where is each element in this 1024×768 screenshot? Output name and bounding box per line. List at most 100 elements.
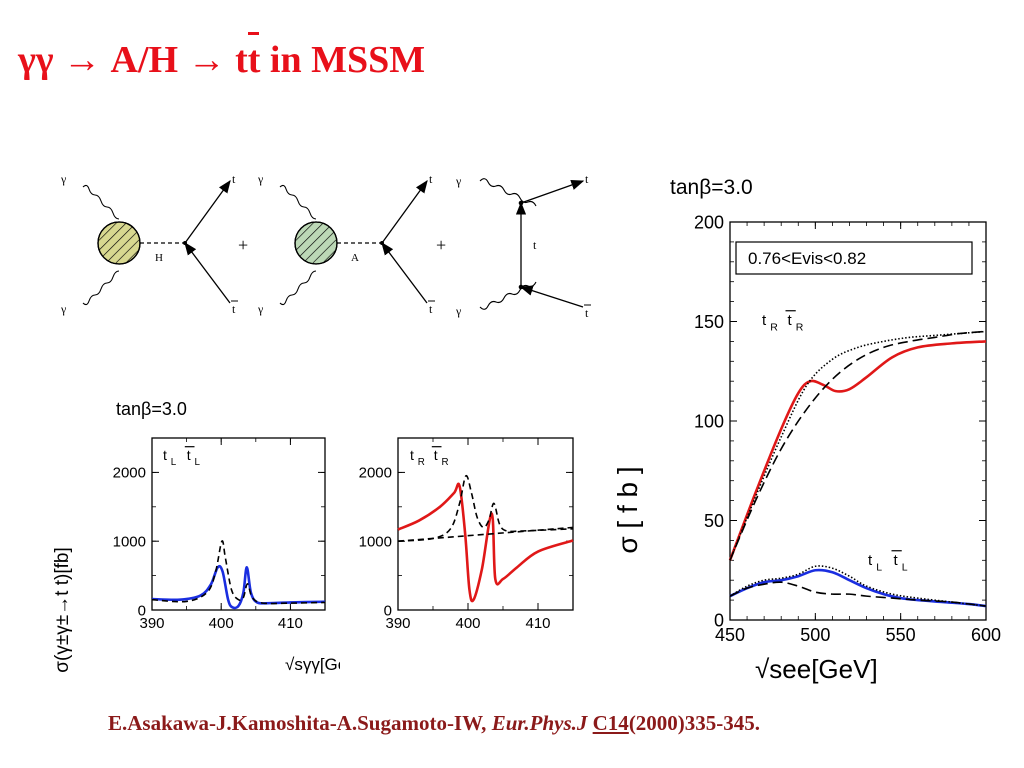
diagram-a-exchange: γ γ A t t	[257, 172, 435, 316]
feynman-diagrams: γ γ H t t + γ γ A t t + γ γ t t t	[60, 172, 591, 320]
series-label-l-bar: t	[894, 552, 899, 569]
higgs-label: A	[351, 252, 359, 264]
x-tick-label: 550	[886, 625, 916, 645]
gamma-label: γ	[257, 302, 264, 316]
plus-sign: +	[238, 235, 248, 255]
citation: E.Asakawa-J.Kamoshita-A.Sugamoto-IW, Eur…	[108, 711, 760, 736]
x-tick-label: 500	[800, 625, 830, 645]
x-tick-label: 390	[385, 615, 410, 632]
series-line-4	[729, 581, 987, 607]
plot-frame	[151, 437, 326, 611]
series-label-bar: t	[187, 447, 191, 463]
title-suffix: in MSSM	[260, 39, 426, 81]
plus-sign: +	[436, 235, 446, 255]
y-tick-label: 0	[138, 602, 146, 619]
plot-frame	[729, 221, 987, 621]
series-label-r-subscript: R	[770, 321, 778, 333]
citation-journal: Eur.Phys.J	[491, 711, 588, 735]
gamma-label: γ	[60, 172, 67, 186]
x-tick-label: 390	[139, 615, 164, 632]
gamma-label: γ	[60, 302, 67, 316]
y-axis-label: σ(γ±γ±→t t)[fb]	[52, 547, 73, 672]
y-tick-label: 100	[694, 411, 724, 431]
photon-line	[279, 184, 317, 220]
series-label-bar: t	[434, 447, 438, 463]
series-label-subscript: R	[418, 457, 425, 468]
series-label-l-bar-subscript: L	[902, 561, 908, 573]
series-label-bar-subscript: R	[442, 457, 449, 468]
series-line-1	[151, 540, 326, 605]
chart-ee: tanβ=3.0 σ [ f b ] √see[GeV] 450 500 550 60…	[612, 176, 1001, 684]
y-tick-label: 2000	[113, 465, 146, 482]
top-label: t	[429, 172, 433, 186]
slide-title: γγ → A/H → tt in MSSM	[18, 32, 426, 82]
x-axis-label: √sγγ[GeV]	[285, 655, 340, 674]
chart-header: tanβ=3.0	[116, 399, 187, 419]
energy-window-box	[735, 241, 973, 275]
y-axis-label: σ [ f b ]	[612, 466, 643, 553]
top-label: t	[232, 172, 236, 186]
y-tick-label: 200	[694, 212, 724, 232]
x-tick-label: 410	[278, 615, 303, 632]
x-tick-label: 450	[715, 625, 745, 645]
series-line-0	[397, 482, 574, 603]
title-tbar: t	[247, 32, 261, 81]
chart-header: tanβ=3.0	[670, 176, 753, 199]
y-tick-label: 150	[694, 312, 724, 332]
antitop-line	[381, 241, 428, 304]
chart-tl-tl: tanβ=3.0 σ(γ±γ±→t t)[fb] √sγγ[GeV] 390 40…	[52, 399, 340, 674]
photon-line	[479, 281, 537, 310]
y-tick-label: 1000	[359, 533, 392, 550]
diagram-t-channel: γ γ t t t	[455, 172, 591, 320]
series-line-1	[397, 475, 574, 542]
energy-window-label: 0.76<Evis<0.82	[748, 249, 866, 268]
citation-pages: (2000)335-345.	[628, 711, 761, 735]
photon-line	[82, 270, 120, 306]
y-tick-label: 1000	[113, 533, 146, 550]
x-tick-label: 400	[209, 615, 234, 632]
photon-line	[479, 178, 537, 207]
gamma-label: γ	[257, 172, 264, 186]
series-label-r: t	[762, 312, 767, 329]
series-label-r-bar: t	[788, 312, 793, 329]
y-tick-label: 0	[384, 602, 392, 619]
x-tick-label: 600	[971, 625, 1001, 645]
higgs-label: H	[155, 252, 163, 264]
gamma-label: γ	[455, 304, 462, 318]
photon-line	[279, 270, 317, 306]
series-line-3	[729, 568, 987, 608]
plot-frame	[397, 437, 574, 611]
series-line-2	[729, 330, 987, 561]
series-line-0	[151, 564, 326, 610]
series-line-2	[397, 526, 574, 542]
top-line	[381, 179, 428, 244]
diagram-h-exchange: γ γ H t t	[60, 172, 238, 316]
photon-line	[82, 184, 120, 220]
series-label-l: t	[868, 552, 873, 569]
top-label: t	[585, 172, 589, 186]
citation-volume[interactable]: C14	[592, 711, 629, 735]
y-tick-label: 50	[704, 511, 724, 531]
antitop-label: t	[232, 302, 236, 316]
series-label-bar-subscript: L	[195, 457, 201, 468]
antitop-label: t	[429, 302, 433, 316]
series-label: t	[163, 447, 167, 463]
x-axis-label: √see[GeV]	[755, 654, 878, 684]
title-main: γγ → A/H → t	[18, 39, 248, 81]
series-line-0	[728, 340, 987, 561]
antitop-label: t	[585, 306, 589, 320]
top-line	[520, 180, 585, 204]
series-label-l-subscript: L	[876, 561, 882, 573]
series-line-1	[729, 330, 987, 561]
loop-blob-hatch	[294, 221, 338, 265]
series-label-subscript: L	[171, 457, 177, 468]
x-tick-label: 400	[455, 615, 480, 632]
antitop-line	[519, 285, 584, 308]
loop-blob-hatch	[97, 221, 141, 265]
series-label: t	[410, 447, 414, 463]
x-tick-label: 410	[525, 615, 550, 632]
top-line	[184, 179, 231, 244]
